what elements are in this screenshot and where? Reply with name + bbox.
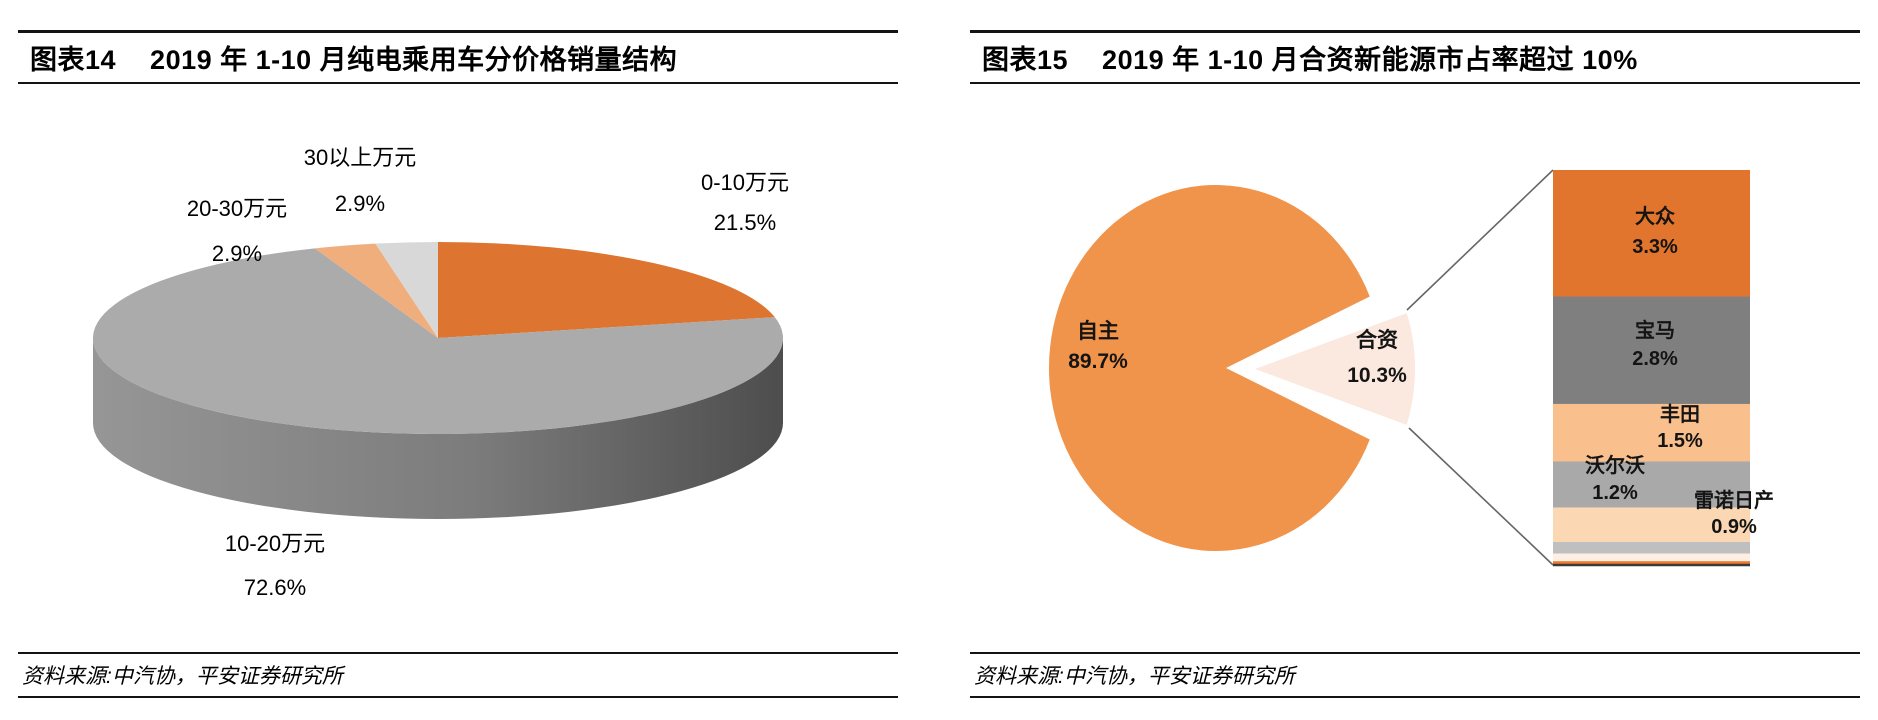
pie-slice-0 [438, 242, 775, 338]
bar-0-label-name: 大众 [1635, 205, 1675, 228]
figure-14-source-text: 资料来源:中汽协，平安证券研究所 [22, 665, 343, 688]
slice-3-label-value: 2.9% [335, 191, 385, 216]
bar-segment-5 [1553, 541, 1750, 554]
main-1-label-value: 10.3% [1347, 364, 1407, 387]
pie-side-wall [93, 338, 783, 519]
slice-2-label-value: 2.9% [212, 241, 262, 266]
figure-15-source-text: 资料来源:中汽协，平安证券研究所 [974, 665, 1295, 688]
figure-14-sourcebar: 资料来源:中汽协，平安证券研究所 [18, 652, 898, 698]
figure-14-titlebar: 图表14 2019 年 1-10 月纯电乘用车分价格销量结构 [18, 30, 898, 84]
pie-slice-1 [92, 248, 783, 435]
connector-line-top [1406, 169, 1554, 311]
pie-of-pie-chart-joint-venture-share: 大众 3.3% 宝马 2.8% 丰田 1.5% 沃尔沃 1.2% 雷诺日产 0.9% 自主 89.7%… [1049, 169, 1774, 567]
slice-3-label-name: 30以上万元 [304, 145, 416, 170]
figure-14-title: 2019 年 1-10 月纯电乘用车分价格销量结构 [150, 45, 678, 75]
slice-2-label-name: 20-30万元 [187, 196, 287, 221]
bar-2-label-value: 1.5% [1657, 430, 1703, 452]
slice-1-label-value: 72.6% [244, 575, 306, 600]
bar-2-label-name: 丰田 [1660, 402, 1700, 426]
figure-14-tag: 图表14 [30, 45, 117, 75]
bar-segment-2 [1553, 403, 1750, 462]
bar-segment-3 [1553, 461, 1750, 508]
figure-14-panel: 图表14 2019 年 1-10 月纯电乘用车分价格销量结构 0-10万元 21.… [18, 0, 898, 720]
main-1-label-name: 合资 [1356, 328, 1398, 352]
bar-3-label-name: 沃尔沃 [1585, 453, 1645, 477]
main-slice-domestic [1049, 184, 1370, 551]
figure-15-tag: 图表15 [982, 45, 1069, 75]
figure-15-sourcebar: 资料来源:中汽协，平安证券研究所 [970, 652, 1860, 698]
connector-line-bottom [1408, 427, 1554, 566]
pie-slice-3 [375, 242, 438, 338]
bar-4-label-name: 雷诺日产 [1694, 488, 1774, 512]
bar-segment-4 [1553, 507, 1750, 543]
figure-15-panel: 图表15 2019 年 1-10 月合资新能源市占率超过 10% 大众 3.3% 宝… [970, 0, 1860, 720]
bar-1-label-name: 宝马 [1635, 318, 1675, 342]
bar-segment-6 [1553, 553, 1750, 562]
bar-segment-7 [1553, 561, 1750, 566]
bar-1-label-value: 2.8% [1632, 348, 1678, 370]
main-0-label-value: 89.7% [1068, 350, 1128, 373]
bar-4-label-value: 0.9% [1711, 516, 1757, 538]
slice-0-label-name: 0-10万元 [701, 170, 789, 195]
main-0-label-name: 自主 [1077, 319, 1119, 343]
figure-15-title: 2019 年 1-10 月合资新能源市占率超过 10% [1102, 45, 1638, 75]
slice-0-label-value: 21.5% [714, 210, 776, 235]
main-slice-joint-venture [1255, 313, 1415, 425]
pie-slice-2 [314, 243, 438, 338]
bar-segment-1 [1553, 296, 1750, 405]
bar-0-label-value: 3.3% [1632, 236, 1678, 258]
bar-segment-0 [1553, 170, 1750, 298]
slice-1-label-name: 10-20万元 [225, 531, 325, 556]
bar-3-label-value: 1.2% [1592, 482, 1638, 504]
pie-chart-bev-price-structure: 0-10万元 21.5% 10-20万元 72.6% 20-30万元 2.9% 30以上万元… [92, 145, 789, 600]
figure-15-titlebar: 图表15 2019 年 1-10 月合资新能源市占率超过 10% [970, 30, 1860, 84]
